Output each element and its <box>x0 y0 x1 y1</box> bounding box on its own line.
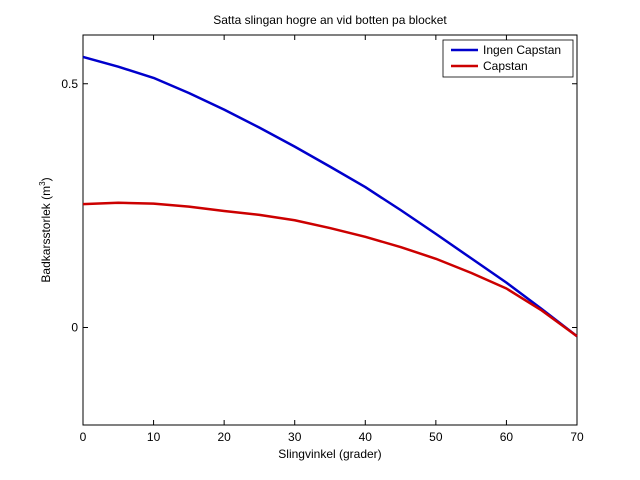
x-tick-label: 60 <box>500 430 514 444</box>
x-tick-label: 30 <box>288 430 302 444</box>
x-tick-label: 50 <box>429 430 443 444</box>
x-tick-label: 70 <box>570 430 584 444</box>
x-tick-label: 10 <box>147 430 161 444</box>
y-tick-label: 0 <box>71 321 78 335</box>
x-tick-label: 40 <box>359 430 373 444</box>
plot-area <box>82 34 578 426</box>
x-tick-label: 0 <box>80 430 87 444</box>
x-tick-label: 20 <box>217 430 231 444</box>
legend: Ingen Capstan Capstan <box>442 39 574 78</box>
y-tick-label: 0.5 <box>61 77 78 91</box>
x-axis-label: Slingvinkel (grader) <box>278 447 381 461</box>
chart-title: Satta slingan hogre an vid botten pa blo… <box>213 13 447 27</box>
series-line-capstan <box>82 201 578 338</box>
series-line-ingen-capstan <box>82 55 578 338</box>
legend-label-capstan: Capstan <box>483 59 528 73</box>
legend-label-ingen-capstan: Ingen Capstan <box>483 43 561 57</box>
y-axis-label: Badkarsstorlek (m3) <box>38 177 53 282</box>
